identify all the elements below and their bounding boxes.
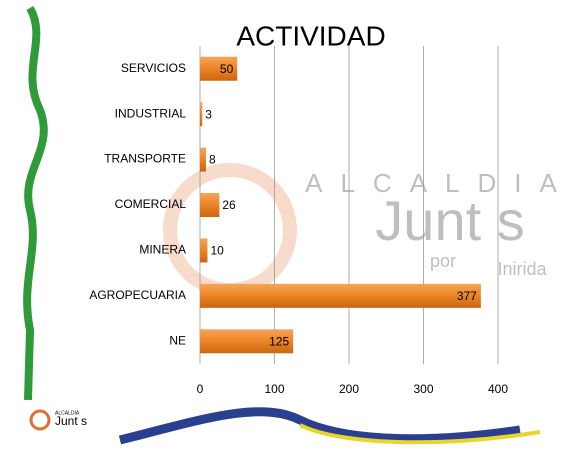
bar <box>200 238 207 262</box>
y-tick-label: SERVICIOS <box>121 61 186 75</box>
y-tick-label: AGROPECUARIA <box>89 288 186 302</box>
bar <box>200 193 219 217</box>
y-tick-label: COMERCIAL <box>115 197 187 211</box>
chart-title: ACTIVIDAD <box>236 20 385 51</box>
data-label: 125 <box>269 334 289 348</box>
data-label: 8 <box>209 153 216 167</box>
data-label: 3 <box>205 107 212 121</box>
data-label: 377 <box>457 289 477 303</box>
x-tick-label: 0 <box>197 382 204 396</box>
data-label: 10 <box>210 244 224 258</box>
bar <box>200 284 481 308</box>
watermark-text: por <box>430 251 456 271</box>
page: ALCALDIA Junt s por Inirida ALCALDIA Jun… <box>0 0 585 471</box>
data-label: 50 <box>220 62 234 76</box>
watermark-text: Inirida <box>497 259 547 279</box>
watermark-text: Junt s <box>375 189 524 252</box>
chart: ALCALDIA Junt s por Inirida ALCALDIA Jun… <box>0 0 585 471</box>
y-tick-label: TRANSPORTE <box>104 152 186 166</box>
data-label: 26 <box>222 198 236 212</box>
x-tick-label: 200 <box>339 382 359 396</box>
y-tick-label: MINERA <box>139 243 186 257</box>
decor-swoosh <box>27 8 44 400</box>
decor-swoosh <box>120 412 520 440</box>
x-tick-label: 400 <box>488 382 508 396</box>
small-logo-text: Junt s <box>55 414 87 428</box>
y-tick-label: INDUSTRIAL <box>115 106 187 120</box>
small-logo: ALCALDIA Junt s <box>31 410 87 429</box>
watermark: ALCALDIA Junt s por Inirida <box>170 168 575 290</box>
bar <box>200 148 206 172</box>
y-tick-label: NE <box>169 333 186 347</box>
x-tick-label: 300 <box>413 382 433 396</box>
bar <box>200 102 202 126</box>
watermark-logo <box>170 170 290 290</box>
small-logo-mark <box>31 411 49 429</box>
x-tick-label: 100 <box>264 382 284 396</box>
